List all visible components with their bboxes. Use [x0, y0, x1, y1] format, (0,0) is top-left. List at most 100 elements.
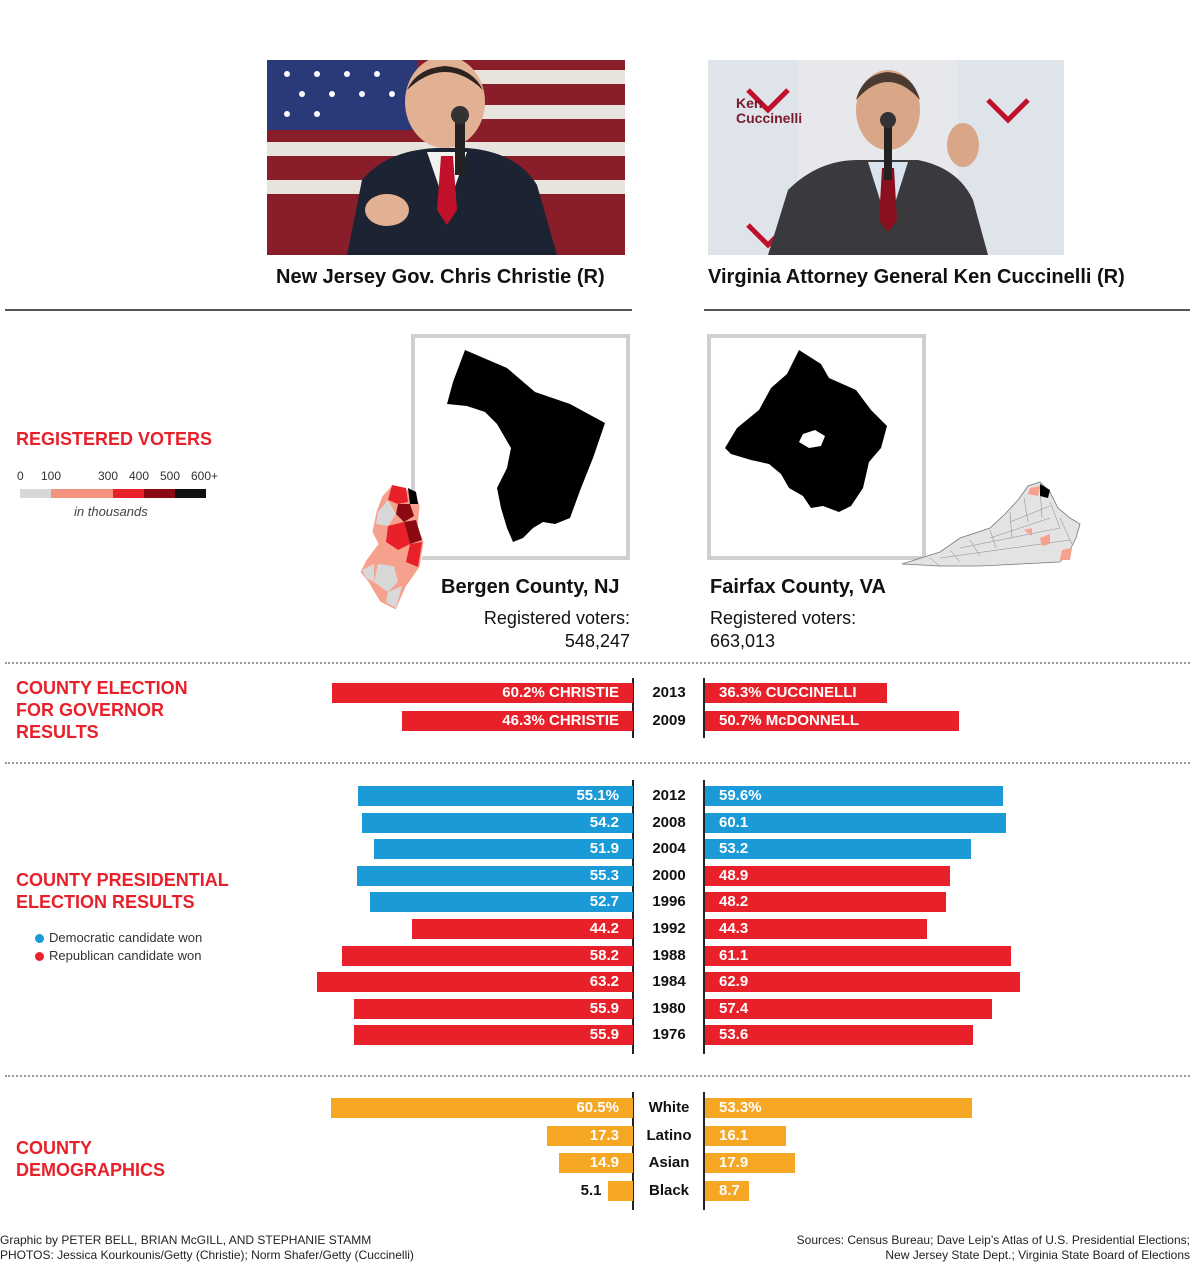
bar-label-right-1-2012: 59.6%: [719, 787, 762, 804]
bar-left-1-2008: [362, 812, 633, 833]
divider-right: [704, 309, 1190, 311]
legend-swatch-0-100: [20, 489, 51, 498]
bar-label-left-1-1976: 55.9: [589, 1026, 619, 1044]
cuccinelli-photo: Ken Cuccinelli: [708, 60, 1064, 255]
category-label-1-2008: 2008: [652, 813, 686, 831]
legend-tick-0: 0: [17, 469, 24, 483]
bar-right-1-1980: [705, 998, 992, 1019]
category-label-1-2012: 2012: [652, 787, 686, 804]
bar-left-2-White: [330, 1098, 633, 1118]
bergen-registered-label: Registered voters:: [483, 608, 630, 628]
bar-left-0-2013: [332, 683, 633, 703]
bar-label-left-1-1980: 55.9: [589, 999, 619, 1017]
fairfax-registered-value: 663,013: [710, 631, 776, 651]
category-label-1-1992: 1992: [652, 920, 686, 937]
bar-right-1-1996: [705, 892, 946, 913]
legend-tick-300: 300: [98, 469, 119, 483]
bar-left-1-2012: [357, 786, 633, 806]
bergen-county-shape: [447, 350, 605, 542]
bar-right-1-2004: [705, 839, 971, 860]
category-label-2-Asian: Asian: [648, 1154, 690, 1171]
cuccinelli-caption: Virginia Attorney General Ken Cuccinelli…: [708, 266, 1125, 288]
republican-dot: [35, 952, 44, 961]
photo-credit: PHOTOS: Jessica Kourkounis/Getty (Christ…: [0, 1248, 414, 1262]
bar-label-left-1-1984: 63.2: [589, 973, 619, 991]
christie-photo: [267, 60, 625, 255]
bar-left-1-1992: [412, 919, 633, 939]
bar-label-right-2-Black: 8.7: [719, 1181, 740, 1199]
bar-label-left-0-2013: 60.2% CHRISTIE: [502, 684, 619, 701]
christie-caption: New Jersey Gov. Chris Christie (R): [276, 266, 605, 288]
axis-right-governor: [703, 678, 705, 738]
separator-2: [5, 762, 1190, 764]
bar-label-left-1-1988: 58.2: [589, 946, 619, 964]
bar-label-left-2-White: 60.5%: [576, 1099, 619, 1116]
cuccinelli-sign-text: Ken Cuccinelli: [736, 95, 803, 126]
democratic-legend: Democratic candidate won: [49, 930, 203, 945]
category-label-1-1980: 1980: [652, 999, 686, 1017]
bar-label-left-1-1996: 52.7: [589, 893, 619, 911]
va-state-map: [901, 481, 1081, 567]
bar-label-right-1-1996: 48.2: [719, 893, 749, 911]
legend-swatch-400-500: [144, 489, 175, 498]
bar-right-0-2013: [705, 683, 887, 703]
category-label-1-2000: 2000: [652, 866, 686, 884]
bar-label-left-2-Latino: 17.3: [589, 1126, 619, 1144]
category-label-1-1988: 1988: [652, 946, 686, 964]
bar-label-left-1-1992: 44.2: [589, 920, 619, 937]
bar-left-2-Black: [607, 1180, 633, 1201]
bar-label-left-2-Black: 5.1: [580, 1181, 602, 1199]
category-label-2-Black: Black: [648, 1181, 690, 1199]
bar-label-right-1-1980: 57.4: [719, 999, 749, 1017]
bar-right-2-Black: [705, 1180, 749, 1201]
axis-left-presidential: [632, 780, 634, 1054]
category-label-1-1984: 1984: [652, 973, 686, 991]
presidential-title: COUNTY PRESIDENTIAL ELECTION RESULTS: [16, 870, 229, 912]
bar-right-1-1976: [705, 1025, 973, 1046]
category-label-2-Latino: Latino: [646, 1126, 692, 1144]
separator-3: [5, 1075, 1190, 1077]
bar-left-1-2000: [356, 865, 633, 886]
bar-label-right-2-White: 53.3%: [719, 1099, 762, 1116]
legend-tick-100: 100: [41, 469, 62, 483]
bar-right-1-1984: [705, 972, 1020, 993]
legend-tick-500: 500: [160, 469, 181, 483]
bar-right-1-2012: [705, 786, 1003, 806]
category-label-1-1976: 1976: [652, 1026, 686, 1044]
bergen-county-name: Bergen County, NJ: [441, 576, 620, 598]
sources-line-1: Sources: Census Bureau; Dave Leip’s Atla…: [796, 1233, 1190, 1247]
bar-left-0-2009: [401, 711, 633, 731]
bar-label-right-1-2000: 48.9: [719, 866, 749, 884]
legend-swatch-100-300: [51, 489, 113, 498]
bar-left-1-1980: [353, 998, 633, 1019]
sources-line-2: New Jersey State Dept.; Virginia State B…: [885, 1248, 1190, 1262]
bar-label-right-1-2004: 53.2: [719, 840, 749, 858]
bar-left-1-1984: [317, 972, 633, 993]
bar-label-left-1-2008: 54.2: [589, 813, 619, 831]
category-label-0-2009: 2009: [652, 712, 686, 729]
axis-left-demographics: [632, 1092, 634, 1210]
bar-label-right-1-1984: 62.9: [719, 973, 749, 991]
governor-title: COUNTY ELECTION FOR GOVERNOR RESULTS: [16, 678, 188, 742]
bar-left-2-Asian: [558, 1153, 633, 1173]
bar-label-right-0-2009: 50.7% McDONNELL: [719, 712, 860, 729]
democratic-dot: [35, 934, 44, 943]
fairfax-map-frame: [707, 334, 926, 560]
bar-right-1-1992: [705, 919, 927, 939]
bar-left-1-1996: [369, 892, 633, 913]
category-label-2-White: White: [648, 1099, 690, 1116]
bar-label-right-1-1976: 53.6: [719, 1026, 749, 1044]
bar-left-1-2004: [373, 839, 633, 860]
bar-label-right-1-1992: 44.3: [719, 920, 749, 937]
nj-state-map: [359, 484, 425, 611]
demographics-title: COUNTY DEMOGRAPHICS: [16, 1138, 166, 1180]
legend-swatch-300-400: [113, 489, 144, 498]
legend-tick-400: 400: [129, 469, 150, 483]
republican-legend: Republican candidate won: [49, 948, 202, 963]
bar-label-right-2-Latino: 16.1: [719, 1126, 749, 1144]
fairfax-registered-label: Registered voters:: [710, 608, 857, 628]
fairfax-county-shape: [725, 350, 887, 512]
separator-1: [5, 662, 1190, 664]
bar-label-left-1-2000: 55.3: [589, 866, 619, 884]
bergen-map-frame: [411, 334, 630, 560]
